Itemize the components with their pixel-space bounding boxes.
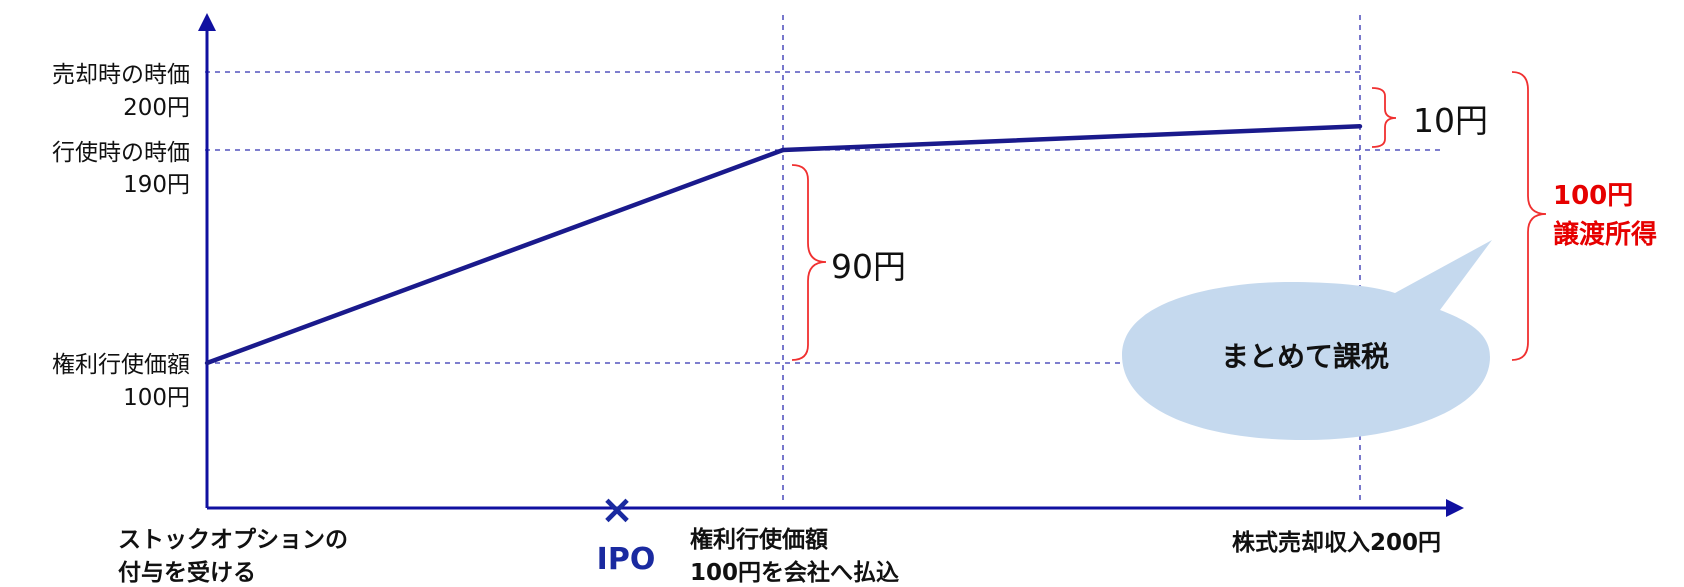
ipo-label: IPO xyxy=(597,542,656,577)
brace-10 xyxy=(1371,87,1397,148)
y-label-strike-value: 100円 xyxy=(123,385,190,411)
brace-90 xyxy=(791,164,827,361)
x-label-grant-2: 付与を受ける xyxy=(118,559,256,586)
y-label-sale-price: 売却時の時価 xyxy=(52,62,190,88)
capital-gain-label: 譲渡所得 xyxy=(1553,219,1657,250)
y-label-strike: 権利行使価額 xyxy=(52,352,190,378)
y-label-exercise-price-value: 190円 xyxy=(123,172,190,198)
ipo-mark: × xyxy=(600,487,634,533)
capital-gain-amount: 100円 xyxy=(1553,181,1633,211)
y-label-exercise-price: 行使時の時価 xyxy=(52,140,190,166)
x-label-exercise-2: 100円を会社へ払込 xyxy=(690,559,899,586)
y-label-sale-price-value: 200円 xyxy=(123,95,190,121)
label-90: 90円 xyxy=(831,247,906,286)
brace-100 xyxy=(1511,71,1547,361)
price-points xyxy=(204,124,1363,366)
speech-bubble xyxy=(1122,240,1492,440)
price-point-1 xyxy=(204,360,210,366)
x-label-grant: ストックオプションの xyxy=(118,527,348,553)
label-10: 10円 xyxy=(1413,101,1488,140)
bubble-text: まとめて課税 xyxy=(1221,340,1389,373)
price-point-2 xyxy=(780,147,786,153)
x-label-exercise: 権利行使価額 xyxy=(690,526,828,553)
price-point-3 xyxy=(1357,124,1363,129)
x-label-sale: 株式売却収入200円 xyxy=(1232,530,1441,556)
